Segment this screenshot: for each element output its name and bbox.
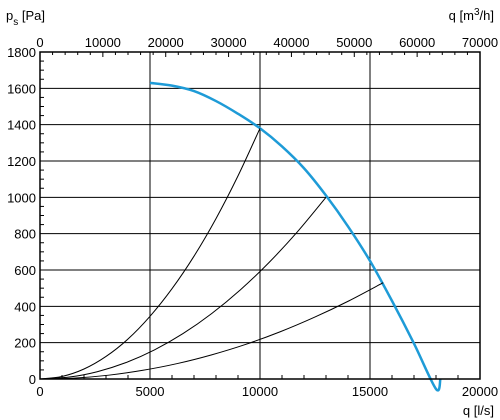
x-tick-label-top: 70000 (462, 35, 498, 50)
x-tick-label-top: 10000 (85, 35, 121, 50)
y-axis-label-sub: s (13, 17, 18, 28)
top-x-axis-label-main: q [m (449, 8, 474, 23)
x-tick-label-bottom: 15000 (352, 384, 388, 399)
x-tick-label-bottom: 5000 (136, 384, 165, 399)
top-x-axis-label-tail: /h] (480, 8, 494, 23)
top-x-axis-label-sup: 3 (474, 7, 480, 18)
system-curve-line-3 (39, 282, 384, 380)
y-tick-label: 1200 (7, 154, 36, 169)
y-tick-label: 400 (14, 299, 36, 314)
y-tick-label: 800 (14, 227, 36, 242)
y-tick-label: 600 (14, 263, 36, 278)
x-tick-label-top: 40000 (273, 35, 309, 50)
fan-curve-line (149, 81, 442, 392)
x-tick-label-top: 30000 (210, 35, 246, 50)
y-axis-label-main: p (6, 8, 13, 23)
grid (39, 51, 481, 380)
x-tick-label-top: 60000 (399, 35, 435, 50)
system-curve-line-2 (39, 197, 327, 380)
x-tick-label-top: 0 (36, 35, 43, 50)
x-tick-label-bottom: 10000 (242, 384, 278, 399)
ticks (39, 52, 481, 379)
top-x-axis-label: q [m3/h] (449, 7, 494, 23)
y-tick-label: 1800 (7, 45, 36, 60)
y-tick-label: 200 (14, 336, 36, 351)
y-tick-label: 1000 (7, 190, 36, 205)
y-tick-label: 0 (29, 372, 36, 387)
y-tick-label: 1400 (7, 118, 36, 133)
x-tick-label-bottom: 0 (36, 384, 43, 399)
y-axis-label: ps [Pa] (6, 8, 45, 28)
y-tick-label: 1600 (7, 81, 36, 96)
x-tick-label-top: 20000 (148, 35, 184, 50)
system-curve-line-1 (39, 128, 261, 380)
y-axis-label-unit: [Pa] (18, 8, 45, 23)
x-tick-label-top: 50000 (336, 35, 372, 50)
x-tick-label-bottom: 20000 (462, 384, 498, 399)
curves (39, 81, 442, 392)
bottom-x-axis-label: q [l/s] (463, 403, 494, 418)
